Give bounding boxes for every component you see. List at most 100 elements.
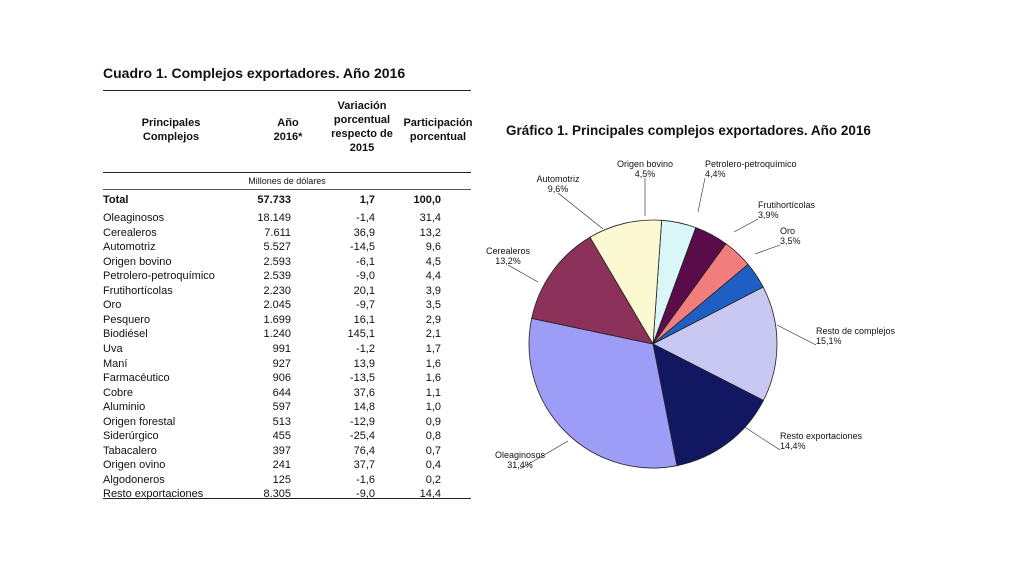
cell-participation: 4,5 — [425, 255, 441, 268]
cell-name: Oro — [103, 299, 122, 312]
cell-participation: 1,0 — [425, 401, 441, 414]
slice-percent-label: 13,2% — [495, 256, 521, 266]
cell-value: 991 — [272, 342, 291, 355]
cell-name: Oleaginosos — [103, 212, 165, 224]
cell-variation: 76,4 — [353, 444, 375, 457]
table-top-rule — [103, 90, 471, 91]
cell-participation: 13,2 — [419, 226, 441, 239]
table-row: Petrolero-petroquímico 2.539 -9,0 4,4 — [103, 269, 471, 284]
table-row: Cobre 644 37,6 1,1 — [103, 386, 471, 401]
cell-participation: 3,9 — [425, 284, 441, 297]
cell-participation: 9,6 — [425, 241, 441, 254]
cell-variation: -12,9 — [349, 415, 375, 428]
table-row: Automotriz 5.527 -14,5 9,6 — [103, 240, 471, 255]
cell-participation: 2,1 — [425, 328, 441, 341]
cell-value: 2.539 — [263, 270, 291, 283]
cell-name: Petrolero-petroquímico — [103, 270, 215, 283]
slice-percent-label: 3,9% — [758, 210, 779, 220]
cell-participation: 0,4 — [425, 459, 441, 472]
pie-slice — [652, 343, 764, 467]
slice-name-label: Automotriz — [536, 174, 580, 184]
cell-value: 927 — [272, 357, 291, 370]
slice-percent-label: 4,5% — [635, 169, 656, 179]
table-row: Oleaginosos 18.149 -1,4 31,4 — [103, 211, 471, 226]
pie-slice — [589, 219, 663, 346]
cell-name: Uva — [103, 342, 123, 355]
cell-variation: 1,7 — [359, 194, 375, 206]
cell-participation: 0,2 — [425, 473, 441, 486]
cell-name: Resto exportaciones — [103, 488, 204, 501]
cell-participation: 100,0 — [413, 194, 441, 206]
cell-participation: 1,6 — [425, 372, 441, 385]
table-row-total: Total 57.733 1,7 100,0 — [103, 193, 471, 208]
cell-variation: 145,1 — [347, 328, 375, 341]
cell-name: Origen ovino — [103, 459, 166, 472]
cell-variation: -1,2 — [356, 342, 375, 355]
cell-value: 1.240 — [263, 328, 291, 341]
table-bottom-rule — [103, 498, 471, 499]
slice-percent-label: 31,4% — [507, 460, 533, 470]
cell-value: 5.527 — [263, 241, 291, 254]
cell-name: Aluminio — [103, 401, 146, 414]
cell-participation: 1,1 — [425, 386, 441, 399]
cell-value: 57.733 — [257, 194, 291, 206]
cell-variation: 16,1 — [353, 313, 375, 326]
slice-leader-line — [507, 264, 539, 283]
units-rule — [103, 189, 471, 190]
cell-participation: 2,9 — [425, 313, 441, 326]
table-row: Resto exportaciones 8.305 -9,0 14,4 — [103, 487, 471, 502]
cell-value: 241 — [272, 459, 291, 472]
cell-value: 125 — [272, 473, 291, 486]
cell-participation: 1,7 — [425, 342, 441, 355]
cell-name: Tabacalero — [103, 444, 157, 457]
slice-percent-label: 9,6% — [548, 184, 569, 194]
cell-name: Siderúrgico — [103, 430, 159, 443]
pie-slice — [652, 286, 778, 401]
cell-name: Maní — [103, 357, 128, 370]
header-participacion: Participación porcentual — [403, 117, 473, 143]
cell-variation: -1,4 — [356, 212, 375, 224]
cell-variation: -9,0 — [356, 270, 375, 283]
slice-name-label: Resto de complejos — [816, 326, 896, 336]
slice-percent-label: 15,1% — [816, 336, 842, 346]
cell-value: 1.699 — [263, 313, 291, 326]
table-row: Origen bovino 2.593 -6,1 4,5 — [103, 255, 471, 270]
table-row: Siderúrgico 455 -25,4 0,8 — [103, 429, 471, 444]
cell-variation: 37,6 — [353, 386, 375, 399]
table-row: Aluminio 597 14,8 1,0 — [103, 400, 471, 415]
cell-participation: 4,4 — [425, 270, 441, 283]
slice-name-label: Cerealeros — [486, 246, 531, 256]
cell-value: 18.149 — [257, 212, 291, 224]
cell-name: Frutihortícolas — [103, 284, 173, 297]
table-row: Origen forestal 513 -12,9 0,9 — [103, 415, 471, 430]
cell-variation: -9,0 — [356, 488, 375, 501]
cell-name: Automotriz — [103, 241, 156, 254]
slice-name-label: Resto exportaciones — [780, 431, 863, 441]
cell-variation: -6,1 — [356, 255, 375, 268]
slice-name-label: Frutihortícolas — [758, 200, 816, 210]
table-row: Tabacalero 397 76,4 0,7 — [103, 444, 471, 459]
slice-leader-line — [754, 244, 781, 255]
cell-name: Biodiésel — [103, 328, 148, 341]
cell-value: 597 — [272, 401, 291, 414]
cell-name: Pesquero — [103, 313, 151, 326]
slice-name-label: Origen bovino — [617, 159, 673, 169]
cell-name: Origen bovino — [103, 255, 172, 268]
header-complejos: Principales Complejos — [141, 117, 201, 143]
table-row: Cerealeros 7.611 36,9 13,2 — [103, 226, 471, 241]
cell-name: Origen forestal — [103, 415, 176, 428]
cell-value: 7.611 — [264, 226, 291, 239]
cell-participation: 0,9 — [425, 415, 441, 428]
cell-variation: -9,7 — [356, 299, 375, 312]
cell-value: 397 — [272, 444, 291, 457]
slice-name-label: Oro — [780, 226, 795, 236]
cell-participation: 0,8 — [425, 430, 441, 443]
cell-variation: 14,8 — [353, 401, 375, 414]
table-row: Pesquero 1.699 16,1 2,9 — [103, 313, 471, 328]
slice-leader-line — [557, 192, 604, 230]
table-row: Frutihortícolas 2.230 20,1 3,9 — [103, 284, 471, 299]
table-row: Oro 2.045 -9,7 3,5 — [103, 298, 471, 313]
table-row: Algodoneros 125 -1,6 0,2 — [103, 473, 471, 488]
table-row: Origen ovino 241 37,7 0,4 — [103, 458, 471, 473]
chart-title: Gráfico 1. Principales complejos exporta… — [506, 123, 871, 138]
